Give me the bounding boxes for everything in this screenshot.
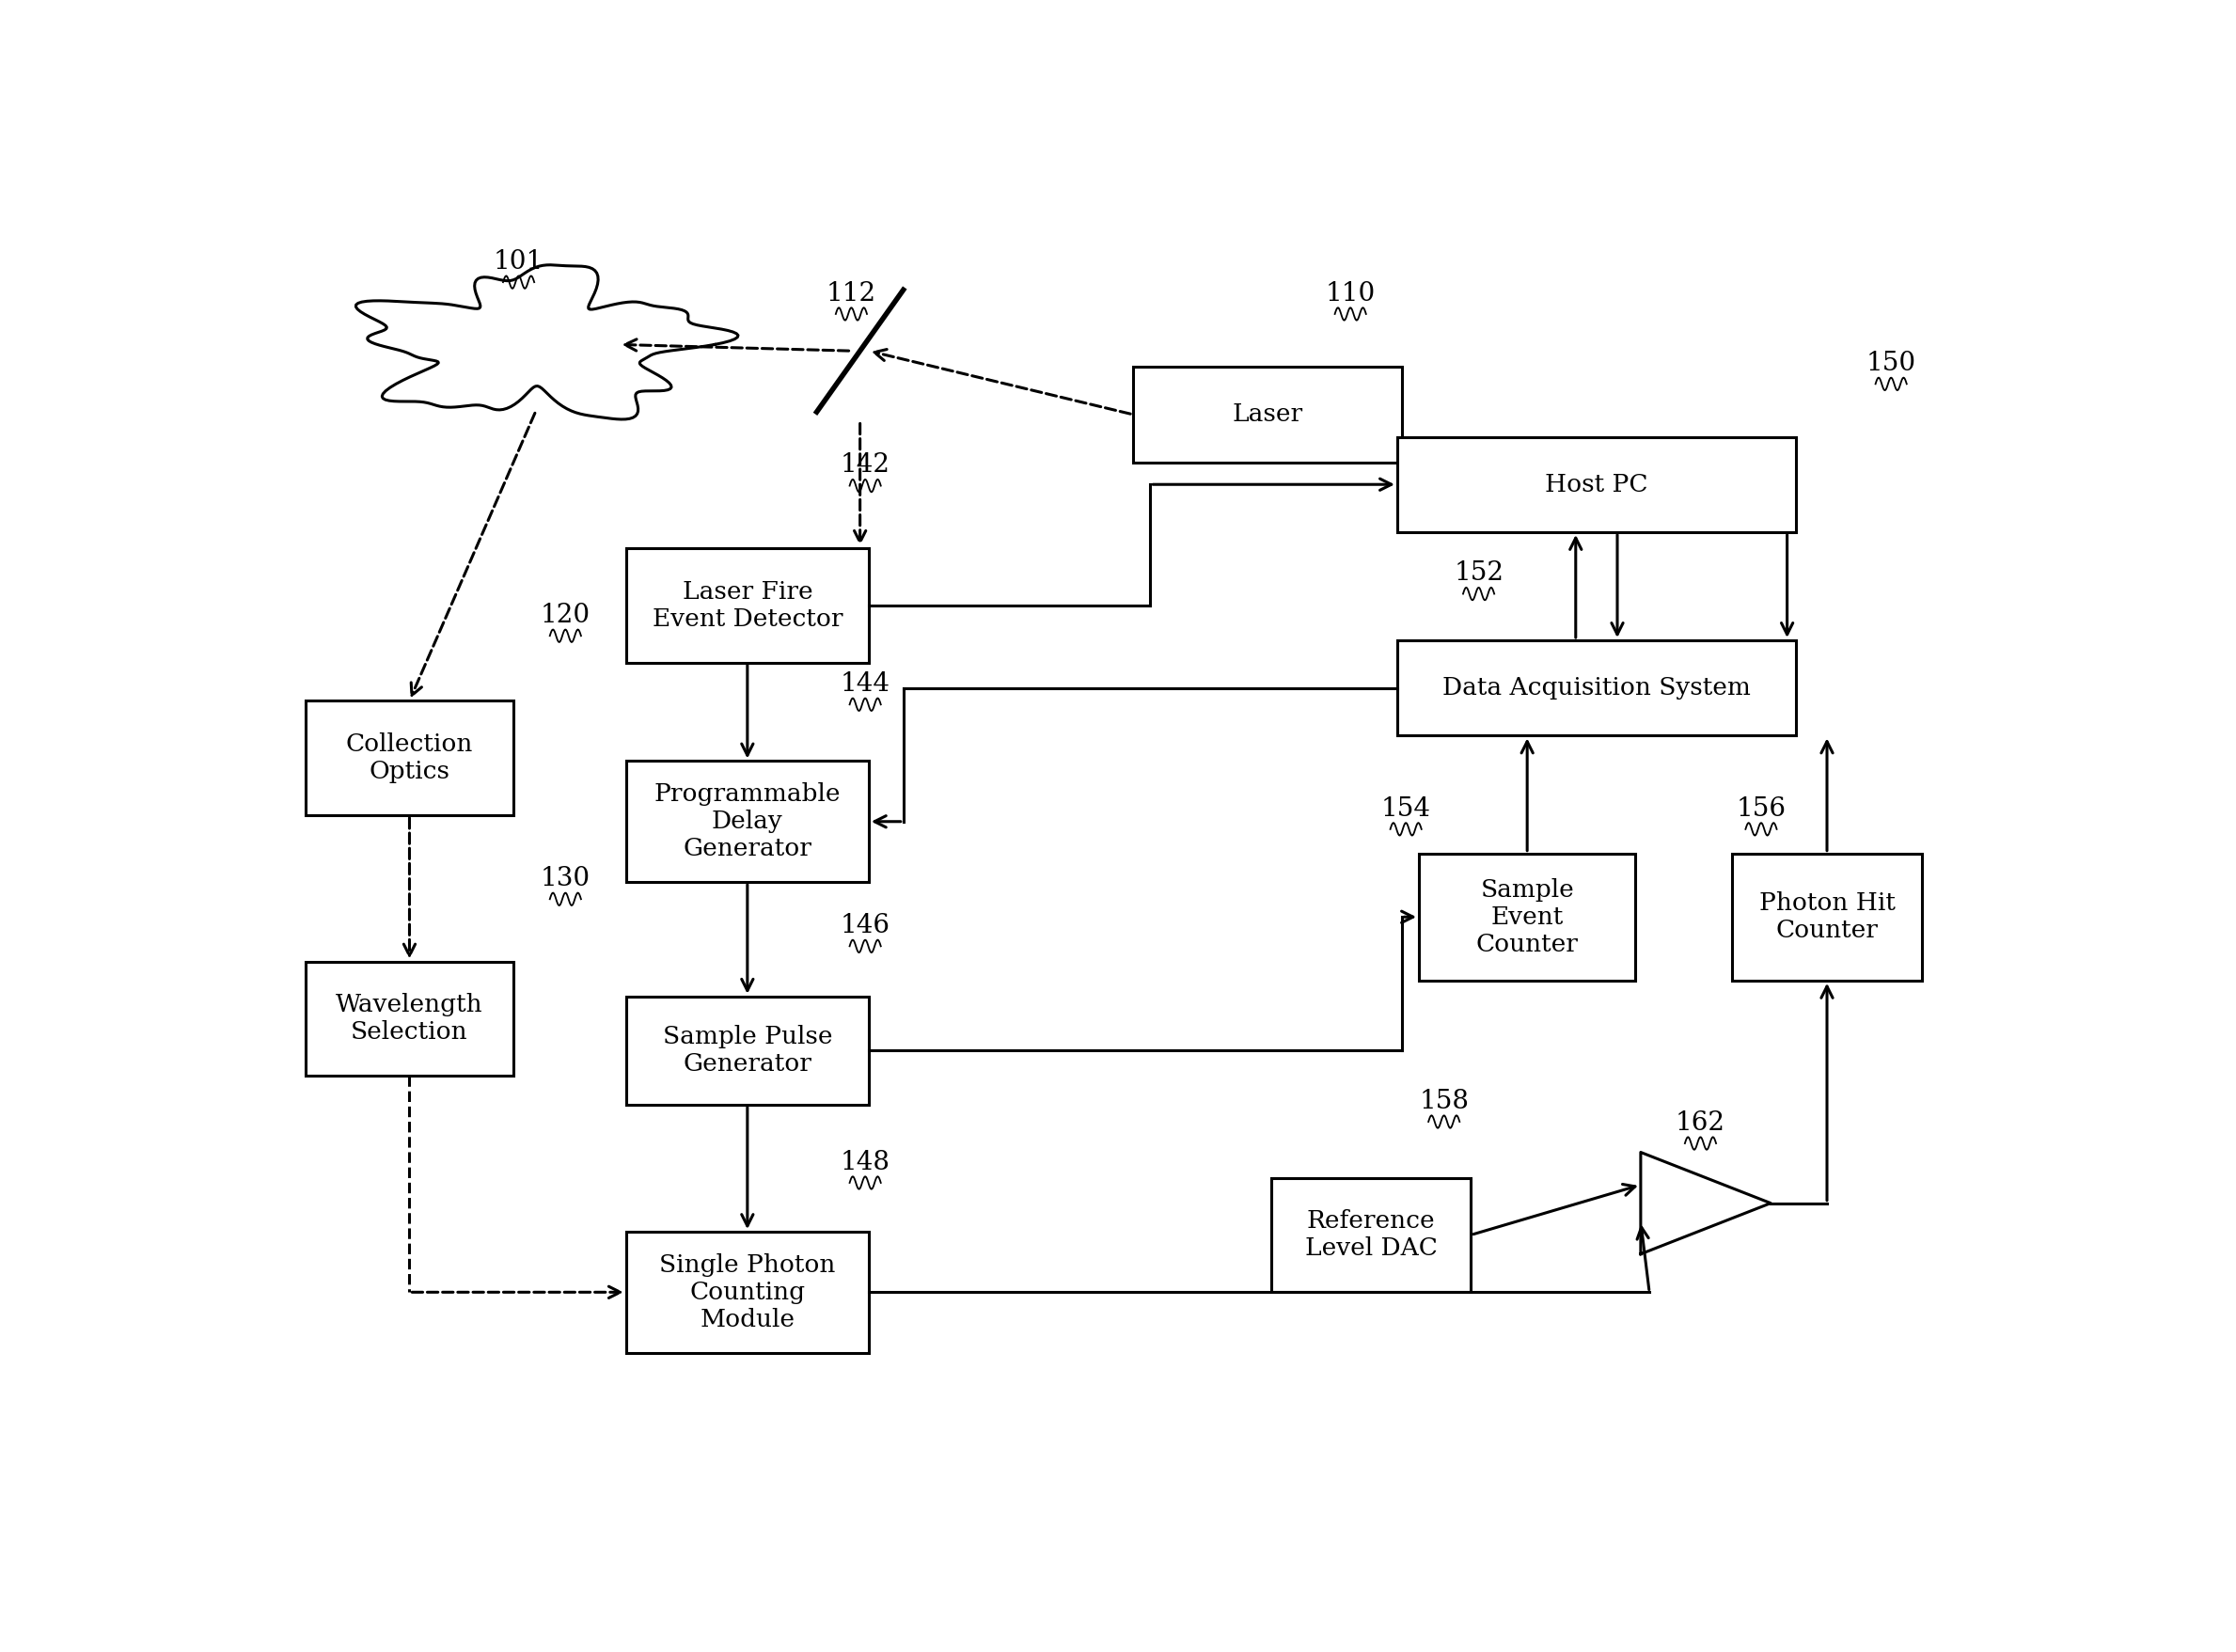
Text: 146: 146 [841,914,890,938]
Text: Collection
Optics: Collection Optics [347,732,474,783]
Bar [1398,436,1796,532]
Text: 152: 152 [1453,560,1503,586]
Bar [1134,367,1402,463]
Text: Laser Fire
Event Detector: Laser Fire Event Detector [653,580,843,631]
Text: 158: 158 [1420,1089,1469,1113]
Bar [1398,641,1796,735]
Text: 142: 142 [841,453,890,477]
Bar [626,762,870,882]
Text: 150: 150 [1867,350,1916,377]
Text: 130: 130 [541,866,590,892]
Text: Wavelength
Selection: Wavelength Selection [335,993,483,1044]
Bar [626,1232,870,1353]
Bar [1420,854,1635,981]
Text: Reference
Level DAC: Reference Level DAC [1306,1209,1438,1260]
Text: 110: 110 [1326,281,1375,306]
Bar [1731,854,1923,981]
Text: Host PC: Host PC [1545,472,1648,496]
Text: 112: 112 [827,281,877,306]
Bar [306,700,514,814]
Text: 120: 120 [541,603,590,628]
Text: 148: 148 [841,1150,890,1175]
Bar [306,961,514,1075]
Text: 144: 144 [841,671,890,697]
Text: Programmable
Delay
Generator: Programmable Delay Generator [655,783,841,861]
Bar [626,548,870,662]
Bar [626,996,870,1105]
Text: 101: 101 [494,249,543,274]
Text: Sample
Event
Counter: Sample Event Counter [1476,877,1579,957]
Text: 162: 162 [1675,1110,1726,1135]
Text: Laser: Laser [1232,403,1304,426]
Text: 154: 154 [1382,796,1431,821]
Bar [1272,1178,1471,1292]
Text: Single Photon
Counting
Module: Single Photon Counting Module [660,1254,836,1332]
Text: Sample Pulse
Generator: Sample Pulse Generator [662,1026,832,1075]
Text: 156: 156 [1735,796,1787,821]
Text: Data Acquisition System: Data Acquisition System [1442,676,1751,700]
Text: Photon Hit
Counter: Photon Hit Counter [1760,892,1896,942]
